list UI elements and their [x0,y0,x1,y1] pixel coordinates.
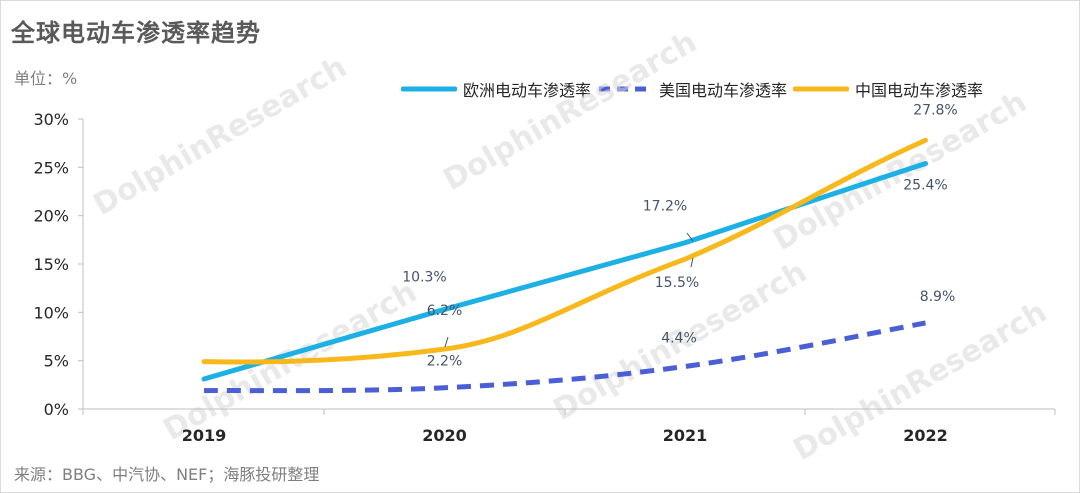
y-tick-label: 30% [33,110,69,129]
legend-item-europe: 欧洲电动车渗透率 [401,77,591,101]
legend-label-europe: 欧洲电动车渗透率 [463,81,592,100]
legend-item-china: 中国电动车渗透率 [793,77,983,101]
source-note: 来源：BBG、中汽协、NEF；海豚投研整理 [14,465,320,484]
y-tick-label: 0% [44,400,69,419]
label-leader [686,232,694,242]
label-leader [444,336,449,348]
legend: 欧洲电动车渗透率 美国电动车渗透率 中国电动车渗透率 [401,77,1073,101]
y-tick-label: 15% [33,255,69,274]
legend-label-usa: 美国电动车渗透率 [659,81,788,100]
data-label-china: 6.2% [427,303,463,319]
x-tick-label: 2021 [663,426,708,445]
data-label-europe: 10.3% [402,269,446,285]
y-tick-label: 5% [44,352,69,371]
data-label-china: 15.5% [655,275,699,291]
x-tick-label: 2020 [422,426,467,445]
x-tick-label: 2022 [903,426,948,445]
legend-item-usa: 美国电动车渗透率 [597,77,787,101]
data-label-usa: 2.2% [427,354,463,370]
legend-swatch-china [793,86,850,92]
y-tick-label: 10% [33,303,69,322]
series-line-usa [203,320,926,394]
data-label-europe: 25.4% [903,177,947,193]
chart-title: 全球电动车渗透率趋势 [11,19,261,47]
watermark-logo: DolphinResearch [438,25,703,198]
watermark-logo: DolphinResearch [88,50,353,223]
data-label-usa: 8.9% [920,289,956,305]
data-label-europe: 17.2% [643,199,687,215]
data-label-usa: 4.4% [661,330,697,346]
data-label-china: 27.8% [913,102,957,118]
x-tick-label: 2019 [182,426,227,445]
y-tick-label: 25% [33,158,69,177]
legend-swatch-usa [599,86,652,92]
label-leader [690,257,694,268]
legend-label-china: 中国电动车渗透率 [855,81,984,100]
series-line-china [201,137,928,365]
legend-swatch-europe [401,86,457,92]
unit-label: 单位：% [14,69,78,88]
y-tick-label: 20% [33,207,69,226]
